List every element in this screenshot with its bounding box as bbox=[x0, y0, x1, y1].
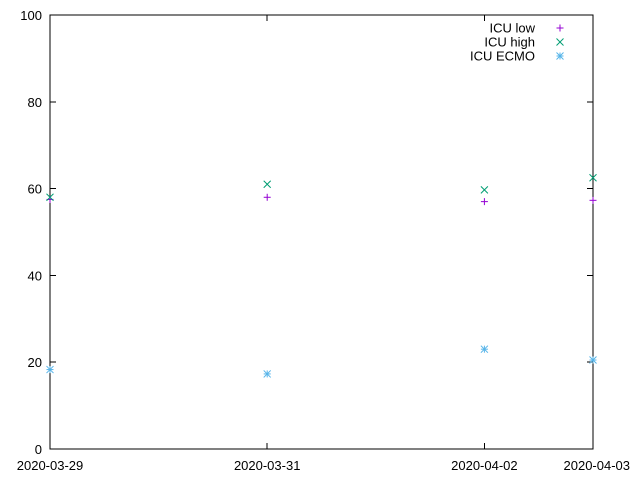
y-tick-label: 60 bbox=[28, 182, 42, 197]
data-point bbox=[480, 198, 488, 206]
legend-item: ICU ECMO bbox=[470, 49, 564, 64]
data-point bbox=[263, 180, 272, 189]
plot-frame bbox=[49, 14, 594, 450]
x-tick-label: 2020-04-03 bbox=[564, 458, 631, 473]
legend-label: ICU high bbox=[484, 35, 535, 50]
y-tick-label: 100 bbox=[20, 8, 42, 23]
legend-marker bbox=[556, 24, 564, 32]
legend-item: ICU low bbox=[489, 21, 564, 36]
x-axis: 2020-03-29 2020-03-31 2020-04-02 2020-04-03 bbox=[17, 15, 630, 473]
legend-marker bbox=[556, 52, 564, 60]
y-tick-label: 80 bbox=[28, 95, 42, 110]
data-point bbox=[263, 193, 271, 201]
x-tick-label: 2020-03-29 bbox=[17, 458, 84, 473]
data-point bbox=[589, 173, 597, 182]
legend-label: ICU low bbox=[489, 21, 535, 36]
x-tick-label: 2020-04-02 bbox=[451, 458, 518, 473]
data-point bbox=[46, 365, 54, 374]
plot-border bbox=[49, 14, 594, 450]
legend-label: ICU ECMO bbox=[470, 49, 535, 64]
data-point bbox=[480, 345, 489, 354]
data-point bbox=[480, 186, 489, 194]
data-point bbox=[589, 196, 597, 204]
legend-marker bbox=[556, 38, 564, 46]
y-tick-label: 20 bbox=[28, 355, 42, 370]
y-tick-label: 0 bbox=[35, 442, 42, 457]
data-point bbox=[589, 356, 597, 364]
data-point bbox=[46, 193, 54, 202]
y-axis: 0 20 40 60 80 100 bbox=[20, 8, 593, 457]
x-tick-label: 2020-03-31 bbox=[234, 458, 301, 473]
data-points bbox=[46, 173, 597, 378]
legend-item: ICU high bbox=[484, 35, 564, 50]
y-tick-label: 40 bbox=[28, 268, 42, 283]
data-point bbox=[263, 370, 272, 378]
